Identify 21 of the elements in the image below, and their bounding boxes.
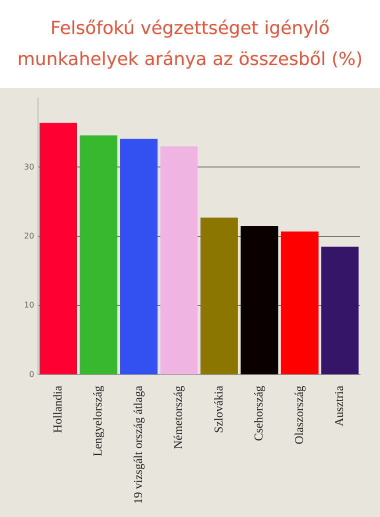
x-tick-label: Olaszország: [292, 386, 306, 444]
y-tick-label: 30: [24, 162, 34, 172]
chart-title: Felsőfokú végzettséget igénylő munkahelyek aránya az összesből (%): [16, 17, 364, 72]
bar: [40, 122, 78, 374]
x-tick-label: Lengyelország: [90, 386, 105, 456]
x-tick-label: Szlovákia: [211, 385, 226, 434]
bar: [240, 226, 278, 374]
x-tick-label: 19 vizsgált ország átlaga: [130, 385, 145, 504]
bar: [321, 246, 359, 374]
bar: [160, 146, 198, 374]
x-tick-label: Németország: [171, 386, 186, 450]
x-tick-label: Hollandia: [50, 385, 64, 434]
x-tick-label: Ausztria: [332, 385, 346, 426]
bar: [280, 232, 318, 374]
bar: [200, 218, 238, 374]
y-tick-label: 20: [24, 231, 34, 240]
y-tick-label: 0: [29, 370, 34, 379]
bar: [120, 138, 158, 374]
x-tick-label: Csehország: [252, 386, 266, 442]
y-tick-label: 10: [24, 300, 34, 310]
bar: [80, 135, 118, 374]
